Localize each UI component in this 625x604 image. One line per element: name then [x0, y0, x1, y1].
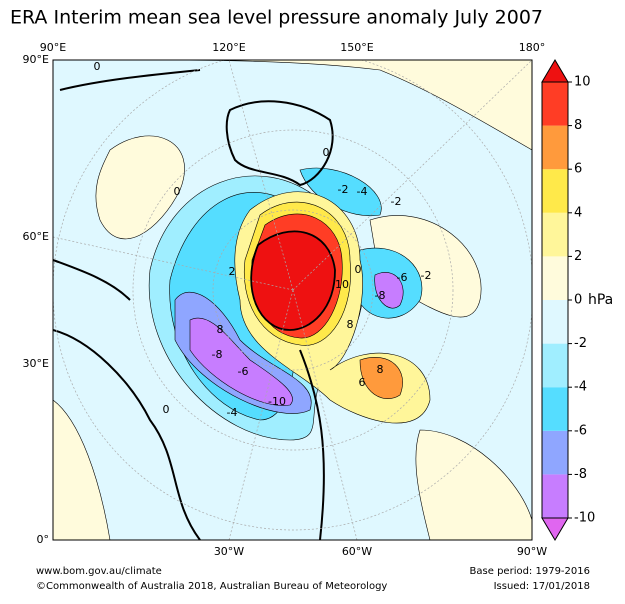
- lat-label: 0°: [37, 533, 50, 546]
- colorbar-bin: [542, 430, 568, 475]
- colorbar-bin: [542, 212, 568, 257]
- colorbar-unit: hPa: [588, 292, 613, 308]
- contour-label: 2: [229, 265, 236, 278]
- footer-right: Base period: 1979-2016: [470, 566, 590, 577]
- map-field: [53, 60, 532, 540]
- contour-label: -6: [238, 365, 249, 378]
- contour-label: 0: [94, 60, 101, 73]
- contour-label: -4: [227, 406, 238, 419]
- footer-left: ©Commonwealth of Australia 2018, Austral…: [36, 581, 387, 592]
- colorbar-bin: [542, 387, 568, 431]
- contour-label: -6: [397, 271, 408, 284]
- colorbar-tick-label: 4: [574, 205, 582, 220]
- contour-label: -8: [375, 289, 386, 302]
- lon-label: 30°W: [214, 545, 244, 558]
- lon-label: 150°E: [340, 41, 373, 54]
- colorbar-tick-label: 2: [574, 249, 582, 264]
- contour-label: 0: [163, 403, 170, 416]
- colorbar-tick-label: -4: [574, 380, 587, 395]
- lon-label: 90°E: [40, 41, 66, 54]
- colorbar-bin: [542, 474, 568, 518]
- lon-label: 60°W: [342, 545, 372, 558]
- contour-label: -2: [421, 269, 432, 282]
- contour-label: 6: [359, 376, 366, 389]
- contour-label: -4: [357, 185, 368, 198]
- colorbar-bin: [542, 169, 568, 213]
- colorbar-tick-label: 0: [574, 293, 582, 308]
- contour-label: 8: [377, 363, 384, 376]
- colorbar-bin: [542, 82, 568, 126]
- contour-label: -2: [391, 195, 402, 208]
- footer-right: Issued: 17/01/2018: [494, 581, 590, 592]
- lon-label: 120°E: [212, 41, 245, 54]
- contour-label: 0: [323, 146, 330, 159]
- lat-label: 60°E: [23, 230, 49, 243]
- colorbar-tick-label: -8: [574, 467, 587, 482]
- contour-label: -8: [212, 348, 223, 361]
- contour-label: -2: [338, 183, 349, 196]
- colorbar-bin: [542, 125, 568, 170]
- colorbar-tick-label: -2: [574, 336, 587, 351]
- colorbar-extend: [541, 517, 569, 541]
- footer-left: www.bom.gov.au/climate: [36, 566, 162, 577]
- map-frame: [52, 59, 533, 541]
- contour-label: 8: [347, 318, 354, 331]
- colorbar-tick-label: 6: [574, 162, 582, 177]
- lon-label: 90°W: [517, 545, 547, 558]
- colorbar-tick-label: -6: [574, 423, 587, 438]
- contour-label: 8: [217, 323, 224, 336]
- contour-label: 0: [174, 185, 181, 198]
- colorbar-tick-label: 10: [574, 75, 591, 90]
- lon-label: 180°: [519, 41, 546, 54]
- colorbar-extend: [541, 59, 569, 83]
- colorbar-tick-label: -10: [574, 511, 595, 526]
- contour-label: -10: [268, 395, 286, 408]
- title: ERA Interim mean sea level pressure anom…: [10, 7, 543, 29]
- colorbar-bin: [542, 300, 568, 344]
- colorbar-bin: [542, 343, 568, 388]
- colorbar-tick-label: 8: [574, 118, 582, 133]
- contour-label: 10: [335, 278, 349, 291]
- lat-label: 90°E: [23, 53, 49, 66]
- contour-label: 0: [355, 263, 362, 276]
- lat-label: 30°E: [23, 357, 49, 370]
- colorbar-bin: [542, 256, 568, 300]
